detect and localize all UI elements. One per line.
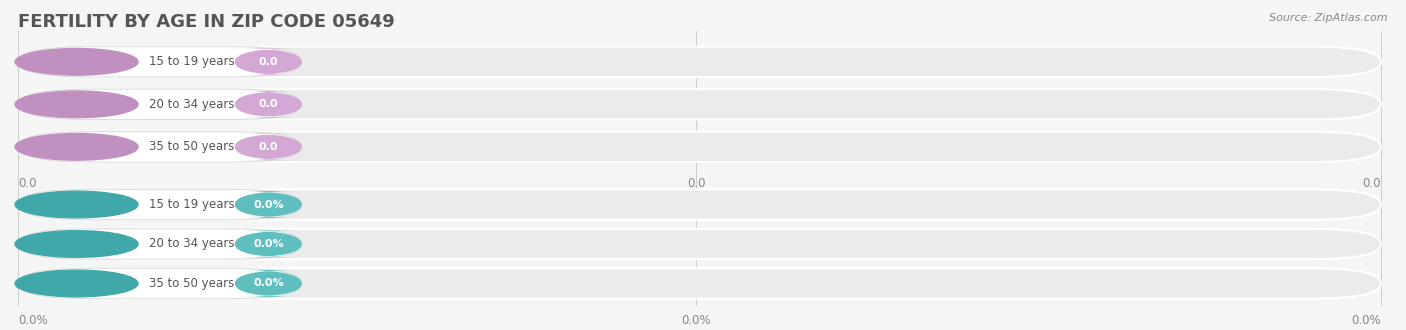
Text: 0.0: 0.0: [259, 99, 278, 109]
Text: 0.0: 0.0: [686, 177, 706, 190]
Text: 0.0%: 0.0%: [253, 279, 284, 288]
FancyBboxPatch shape: [18, 89, 1381, 119]
Text: 20 to 34 years: 20 to 34 years: [149, 98, 235, 111]
FancyBboxPatch shape: [18, 89, 302, 119]
FancyBboxPatch shape: [18, 268, 302, 299]
Text: 0.0%: 0.0%: [253, 200, 284, 210]
Text: 15 to 19 years: 15 to 19 years: [149, 55, 235, 68]
Text: 0.0%: 0.0%: [18, 314, 48, 327]
Text: 35 to 50 years: 35 to 50 years: [149, 140, 235, 153]
Text: 0.0%: 0.0%: [1351, 314, 1381, 327]
Circle shape: [15, 270, 138, 297]
Circle shape: [15, 49, 138, 75]
Text: 20 to 34 years: 20 to 34 years: [149, 238, 235, 250]
FancyBboxPatch shape: [18, 47, 302, 77]
Circle shape: [15, 191, 138, 218]
Text: 0.0: 0.0: [18, 177, 37, 190]
Text: 0.0%: 0.0%: [681, 314, 711, 327]
Text: 0.0: 0.0: [259, 142, 278, 152]
FancyBboxPatch shape: [235, 91, 302, 118]
FancyBboxPatch shape: [18, 189, 1381, 220]
Text: 0.0: 0.0: [1362, 177, 1381, 190]
FancyBboxPatch shape: [18, 47, 1381, 77]
Text: 0.0%: 0.0%: [253, 239, 284, 249]
Text: 35 to 50 years: 35 to 50 years: [149, 277, 235, 290]
FancyBboxPatch shape: [18, 229, 302, 259]
FancyBboxPatch shape: [235, 270, 302, 297]
Text: Source: ZipAtlas.com: Source: ZipAtlas.com: [1270, 13, 1388, 23]
FancyBboxPatch shape: [18, 132, 302, 162]
FancyBboxPatch shape: [235, 231, 302, 257]
FancyBboxPatch shape: [18, 189, 302, 220]
FancyBboxPatch shape: [18, 229, 1381, 259]
Text: FERTILITY BY AGE IN ZIP CODE 05649: FERTILITY BY AGE IN ZIP CODE 05649: [18, 13, 395, 31]
FancyBboxPatch shape: [235, 191, 302, 218]
Circle shape: [15, 231, 138, 257]
Circle shape: [15, 134, 138, 160]
FancyBboxPatch shape: [18, 132, 1381, 162]
Text: 15 to 19 years: 15 to 19 years: [149, 198, 235, 211]
FancyBboxPatch shape: [235, 49, 302, 75]
FancyBboxPatch shape: [18, 268, 1381, 299]
Text: 0.0: 0.0: [259, 57, 278, 67]
FancyBboxPatch shape: [235, 134, 302, 160]
Circle shape: [15, 91, 138, 118]
